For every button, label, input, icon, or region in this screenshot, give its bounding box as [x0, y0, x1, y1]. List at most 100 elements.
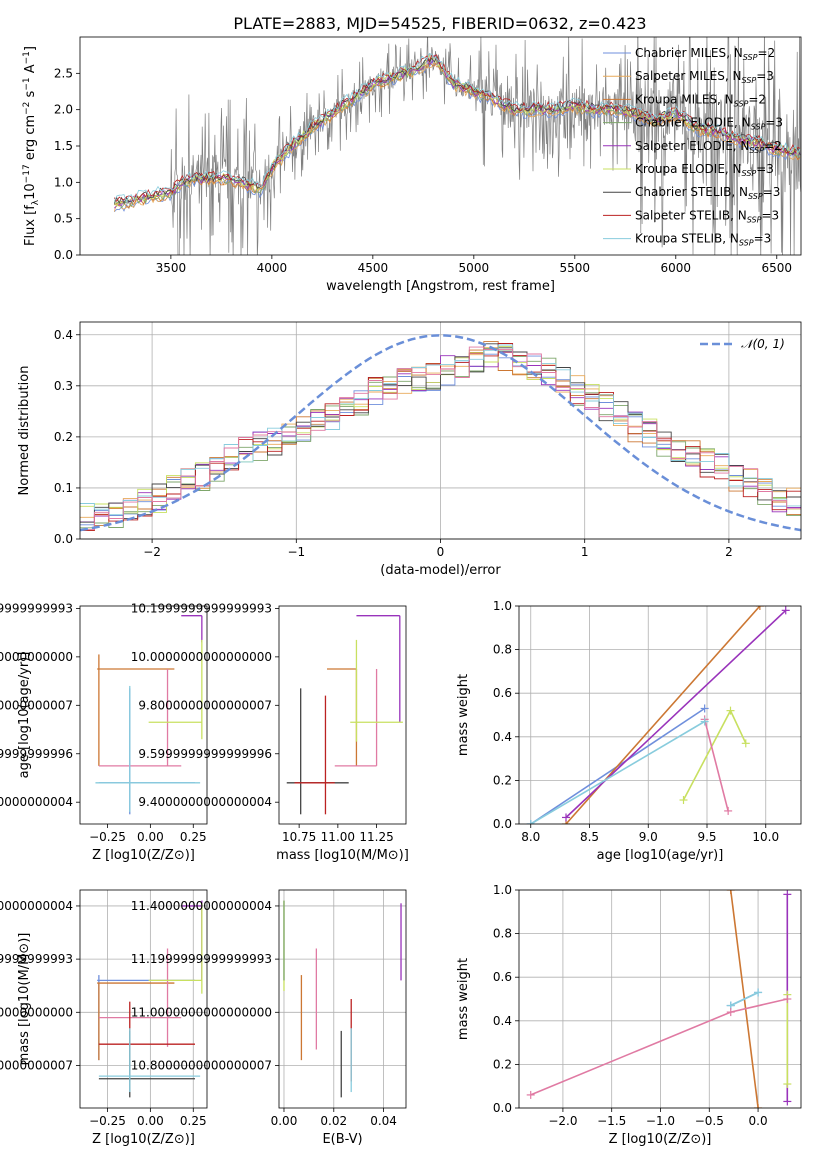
y-tick-label: 11.4000000000000004 [0, 899, 73, 913]
x-axis-label: E(B-V) [322, 1132, 362, 1147]
model-line-kroupa-elodie [113, 54, 801, 208]
spectrum-frame [79, 36, 802, 256]
y-tick-label: 0.4 [493, 730, 512, 744]
x-tick-label: 5500 [560, 261, 591, 275]
y-tick-label: 0.5 [54, 212, 73, 226]
x-tick-label: 2 [725, 545, 733, 559]
panels: 3500 4000 4500 5000 5500 6000 6500 0.0 0.5 1.0 1.5… [0, 36, 802, 1147]
x-axis-label: mass [log10(M/M⊙)] [276, 848, 409, 863]
histogram-kroupa-stelib [80, 344, 801, 516]
mass-weight-line [530, 998, 788, 1096]
y-tick-label: 10.1999999999999993 [0, 601, 73, 615]
x-axis-label: Z [log10(Z/Z⊙)] [92, 1132, 195, 1147]
legend-subscript: SSP [748, 192, 763, 201]
x-tick-label: −0.25 [89, 1114, 126, 1128]
y-axis-label: Flux [fλ10−17 erg cm−2 s−1 A−1] [22, 46, 41, 246]
histogram-chabrier-stelib [80, 343, 801, 523]
y-tick-label: 10.8000000000000007 [131, 1058, 272, 1072]
legend-count: =3 [765, 116, 783, 130]
x-tick-label: 0 [437, 545, 445, 559]
mass-vs-ebv-plot-area [283, 900, 402, 1098]
x-tick-label: 0.25 [180, 1114, 207, 1128]
legend-count: =3 [756, 162, 774, 176]
x-tick-label: 1 [581, 545, 589, 559]
model-line-kroupa-stelib [113, 52, 801, 204]
mass-weight-line [565, 609, 787, 819]
residuals-frame [79, 321, 802, 540]
x-tick-label: −1.5 [597, 1114, 626, 1128]
x-tick-label: 0.04 [370, 1114, 397, 1128]
y-tick-label: 10.8000000000000007 [0, 1058, 73, 1072]
mass-vs-Z-panel: −0.25 0.00 0.25 10.8000000000000007 11.00000… [0, 889, 208, 1147]
y-tick-label: 9.5999999999999996 [0, 747, 73, 761]
legend-count: =3 [754, 232, 772, 246]
x-tick-label: −2 [143, 545, 161, 559]
y-tick-label: 0.6 [493, 686, 512, 700]
y-tick-label: 9.8000000000000007 [138, 698, 272, 712]
legend-count: =2 [757, 46, 775, 60]
y-tick-label: 0.2 [493, 1057, 512, 1071]
mass-weight-line [730, 991, 759, 1007]
legend-count: =2 [748, 92, 766, 106]
legend-subscript: SSP [743, 53, 758, 62]
x-tick-label: 8.0 [521, 830, 540, 844]
x-tick-label: 3500 [156, 261, 187, 275]
legend-label: Chabrier STELIB, NSSP=3 [635, 185, 780, 201]
x-tick-label: 0.00 [137, 1114, 164, 1128]
y-tick-label: 11.4000000000000004 [131, 899, 272, 913]
y-tick-label: 0.6 [493, 970, 512, 984]
y-axis-label: mass weight [456, 958, 471, 1040]
mass-weight-vs-Z-frame [518, 889, 802, 1109]
mass-weight-line [565, 606, 761, 824]
y-tick-label: 9.4000000000000004 [138, 795, 272, 809]
y-tick-label: 0.1 [54, 481, 73, 495]
x-tick-label: 11.00 [321, 830, 355, 844]
x-tick-label: 0.25 [180, 830, 207, 844]
mass-weight-vs-age-frame [518, 605, 802, 825]
y-tick-label: 9.4000000000000004 [0, 795, 73, 809]
residuals-plot-area [80, 334, 801, 532]
legend-label: Kroupa STELIB, NSSP=3 [635, 232, 771, 248]
legend-subscript: SSP [734, 99, 749, 108]
age-vs-Z-frame [79, 605, 208, 825]
mass-weight-line [703, 719, 729, 812]
spectrum-legend: Chabrier MILES, NSSP=2 Salpeter MILES, NS… [603, 46, 783, 248]
y-tick-label: 10.0000000000000000 [131, 650, 272, 664]
legend-label: Kroupa MILES, NSSP=2 [635, 92, 766, 108]
legend-count: =3 [761, 208, 779, 222]
mass-weight-line [682, 708, 747, 801]
legend-count: =3 [756, 69, 774, 83]
y-tick-label: 9.8000000000000007 [0, 698, 73, 712]
x-tick-label: 8.5 [580, 830, 599, 844]
x-tick-label: 9.0 [639, 830, 658, 844]
y-tick-label: 1.0 [493, 599, 512, 613]
residuals-panel: −2 −1 0 1 2 0.0 0.1 0.2 0.3 0.4 (data-model)/error… [17, 321, 802, 578]
legend-subscript: SSP [742, 76, 757, 85]
y-axis-label-part: λ [31, 199, 41, 205]
y-axis-label-part: erg cm [23, 115, 38, 164]
x-tick-label: 11.25 [359, 830, 393, 844]
y-axis-label: mass [log10(M/M⊙)] [17, 933, 32, 1066]
x-tick-label: 0.00 [137, 830, 164, 844]
spectrum-panel: 3500 4000 4500 5000 5500 6000 6500 0.0 0.5 1.0 1.5… [22, 36, 802, 294]
age-vs-mass-plot-area [286, 615, 403, 815]
mass-weight-vs-Z-plot-area [526, 890, 792, 1108]
y-axis-label: Normed distribution [17, 366, 32, 496]
model-line-kroupa-miles [114, 60, 801, 209]
spectrum-plot-area [113, 37, 801, 255]
y-tick-label: 2.5 [54, 66, 73, 80]
y-axis-label-part: A [23, 64, 38, 77]
x-axis-label: Z [log10(Z/Z⊙)] [609, 1132, 712, 1147]
legend-subscript: SSP [747, 215, 762, 224]
legend-label: Salpeter STELIB, NSSP=3 [635, 208, 779, 224]
histogram-extra-pink [80, 346, 801, 531]
x-tick-label: 0.00 [271, 1114, 298, 1128]
legend-label: Chabrier MILES, NSSP=2 [635, 46, 775, 62]
x-tick-label: −2.0 [548, 1114, 577, 1128]
y-tick-label: 9.5999999999999996 [138, 747, 272, 761]
mass-weight-vs-age-panel: 8.0 8.5 9.0 9.5 10.0 0.0 0.2 0.4 0.6 0.8 1.0 age [l… [456, 599, 802, 863]
legend-label: Salpeter ELODIE, NSSP=2 [635, 139, 782, 155]
y-tick-label: 2.0 [54, 103, 73, 117]
legend-subscript: SSP [751, 123, 766, 132]
age-vs-Z-panel: −0.25 0.00 0.25 9.4000000000000004 9.5999999… [0, 601, 208, 863]
